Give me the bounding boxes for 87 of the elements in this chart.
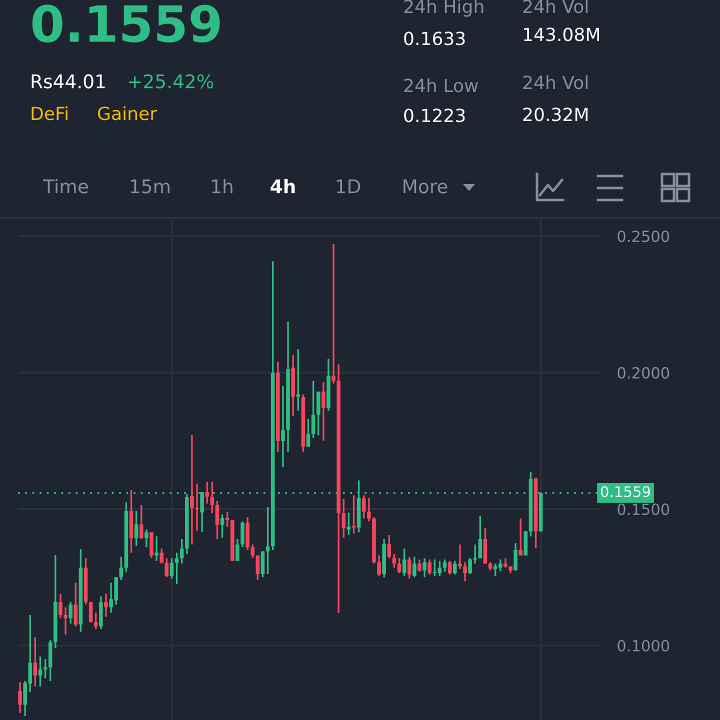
text: 1D <box>336 180 360 194</box>
y-tick-label: 0.1000 <box>618 640 670 652</box>
candlestick <box>322 381 326 442</box>
candlestick <box>367 497 371 522</box>
candlestick <box>468 557 472 575</box>
ref-line-label: 0.1559 <box>600 486 650 498</box>
text: 1h <box>212 178 232 194</box>
candlestick <box>190 434 194 546</box>
candlestick <box>58 592 62 620</box>
candlestick <box>418 558 422 573</box>
text: More <box>404 180 448 194</box>
candlestick <box>458 544 462 570</box>
text: +25.42% <box>128 74 214 88</box>
candlestick <box>164 557 169 578</box>
candlestick <box>220 514 224 539</box>
candlestick <box>362 494 366 520</box>
candlestick <box>266 506 270 575</box>
candlestick <box>205 480 210 504</box>
text: 24h Low <box>404 78 478 92</box>
text: 24h Vol <box>523 75 588 90</box>
text: Gainer <box>98 106 158 120</box>
candlestick <box>236 538 240 562</box>
candlestick <box>180 538 184 564</box>
candlestick <box>311 380 316 439</box>
candlestick <box>397 557 402 574</box>
text: 143.08M <box>524 28 599 42</box>
candlestick <box>210 480 214 514</box>
candlestick <box>88 600 93 624</box>
candlestick <box>260 550 265 578</box>
candlestick <box>387 534 392 559</box>
candlestick <box>281 385 285 468</box>
candlestick <box>306 418 310 448</box>
candlestick <box>422 557 426 578</box>
text: 0.1633 <box>404 32 465 46</box>
y-tick-label: 0.1500 <box>618 503 670 516</box>
candlestick <box>154 535 158 562</box>
text: Time <box>43 178 88 194</box>
text: DeFi <box>32 106 68 120</box>
text: 15m <box>131 180 170 194</box>
candlestick <box>332 243 336 384</box>
candlestick <box>428 558 432 576</box>
candlestick <box>215 500 220 540</box>
text: 0.1223 <box>404 108 465 122</box>
candlestick <box>170 557 174 580</box>
candlestick <box>195 482 199 532</box>
candlestick <box>407 556 412 580</box>
candlestick <box>68 600 72 624</box>
candlestick <box>504 557 508 569</box>
text: Rs44.01 <box>32 74 105 88</box>
candlestick <box>412 556 416 578</box>
candlestick <box>139 504 144 540</box>
candlestick <box>119 556 124 581</box>
candlestick <box>296 348 300 412</box>
candlestick <box>150 531 154 559</box>
candlestick <box>392 553 396 569</box>
candlestick <box>514 542 518 572</box>
candlestick <box>64 606 68 636</box>
candlestick <box>377 554 381 577</box>
text: 4h <box>270 178 295 194</box>
y-tick-label: 0.2000 <box>618 367 670 379</box>
candlestick <box>134 510 138 547</box>
candlestick <box>160 548 164 564</box>
candlestick <box>33 636 38 688</box>
candlestick <box>448 560 452 576</box>
chart-title: 0.1559 <box>32 4 220 43</box>
candlestick <box>452 560 457 576</box>
candlestick <box>250 544 255 559</box>
candlestick <box>174 552 179 585</box>
candlestick <box>442 558 447 573</box>
candlestick <box>478 515 482 559</box>
candlestick <box>402 548 406 577</box>
candlestick <box>74 582 78 628</box>
candlestick <box>94 612 98 630</box>
candlestick <box>38 656 42 688</box>
candlestick <box>104 592 108 618</box>
candlestick <box>342 498 346 539</box>
y-tick-label: 0.2500 <box>618 230 670 242</box>
candlestick <box>240 520 244 548</box>
candlestick <box>518 518 523 556</box>
text: 20.32M <box>523 108 588 122</box>
candlestick <box>18 681 22 714</box>
candlestick <box>225 510 230 528</box>
candlestick <box>316 390 320 436</box>
candlestick <box>463 561 467 582</box>
candlestick <box>256 554 260 581</box>
candlestick <box>473 544 477 564</box>
candlestick <box>144 528 148 548</box>
